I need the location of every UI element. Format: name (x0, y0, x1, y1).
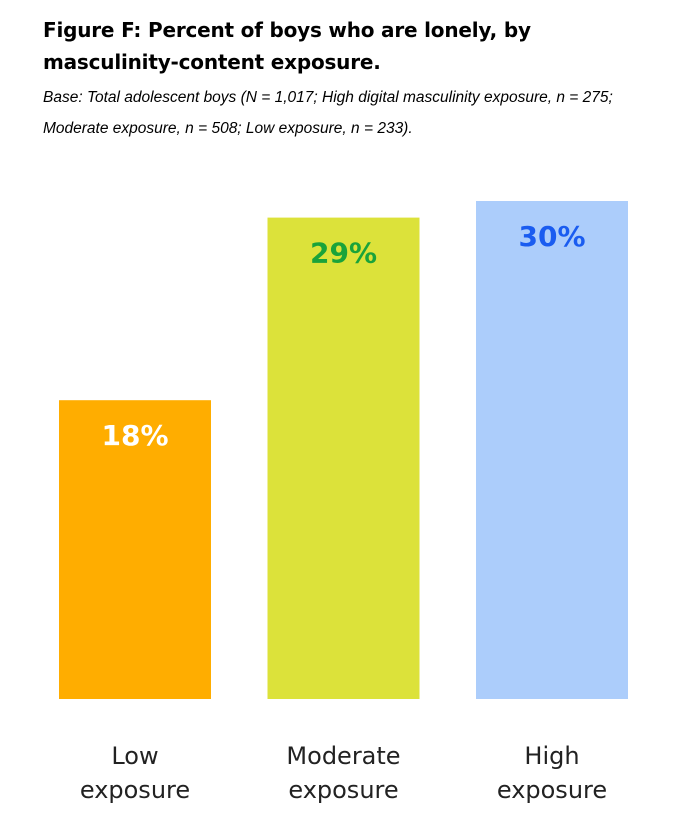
category-label-low: Low exposure (80, 742, 190, 804)
category-label-high: High exposure (497, 742, 607, 804)
bar-value-label-moderate: 29% (310, 237, 377, 270)
chart-title: Figure F: Percent of boys who are lonely… (43, 18, 531, 74)
bar-value-label-high: 30% (518, 220, 585, 253)
bar-low (59, 400, 211, 699)
bar-value-label-low: 18% (101, 419, 168, 452)
category-label-moderate: Moderate exposure (286, 742, 400, 804)
chart-subtitle: Base: Total adolescent boys (N = 1,017; … (43, 89, 613, 137)
bar-high (476, 201, 628, 699)
bar-moderate (267, 217, 420, 699)
